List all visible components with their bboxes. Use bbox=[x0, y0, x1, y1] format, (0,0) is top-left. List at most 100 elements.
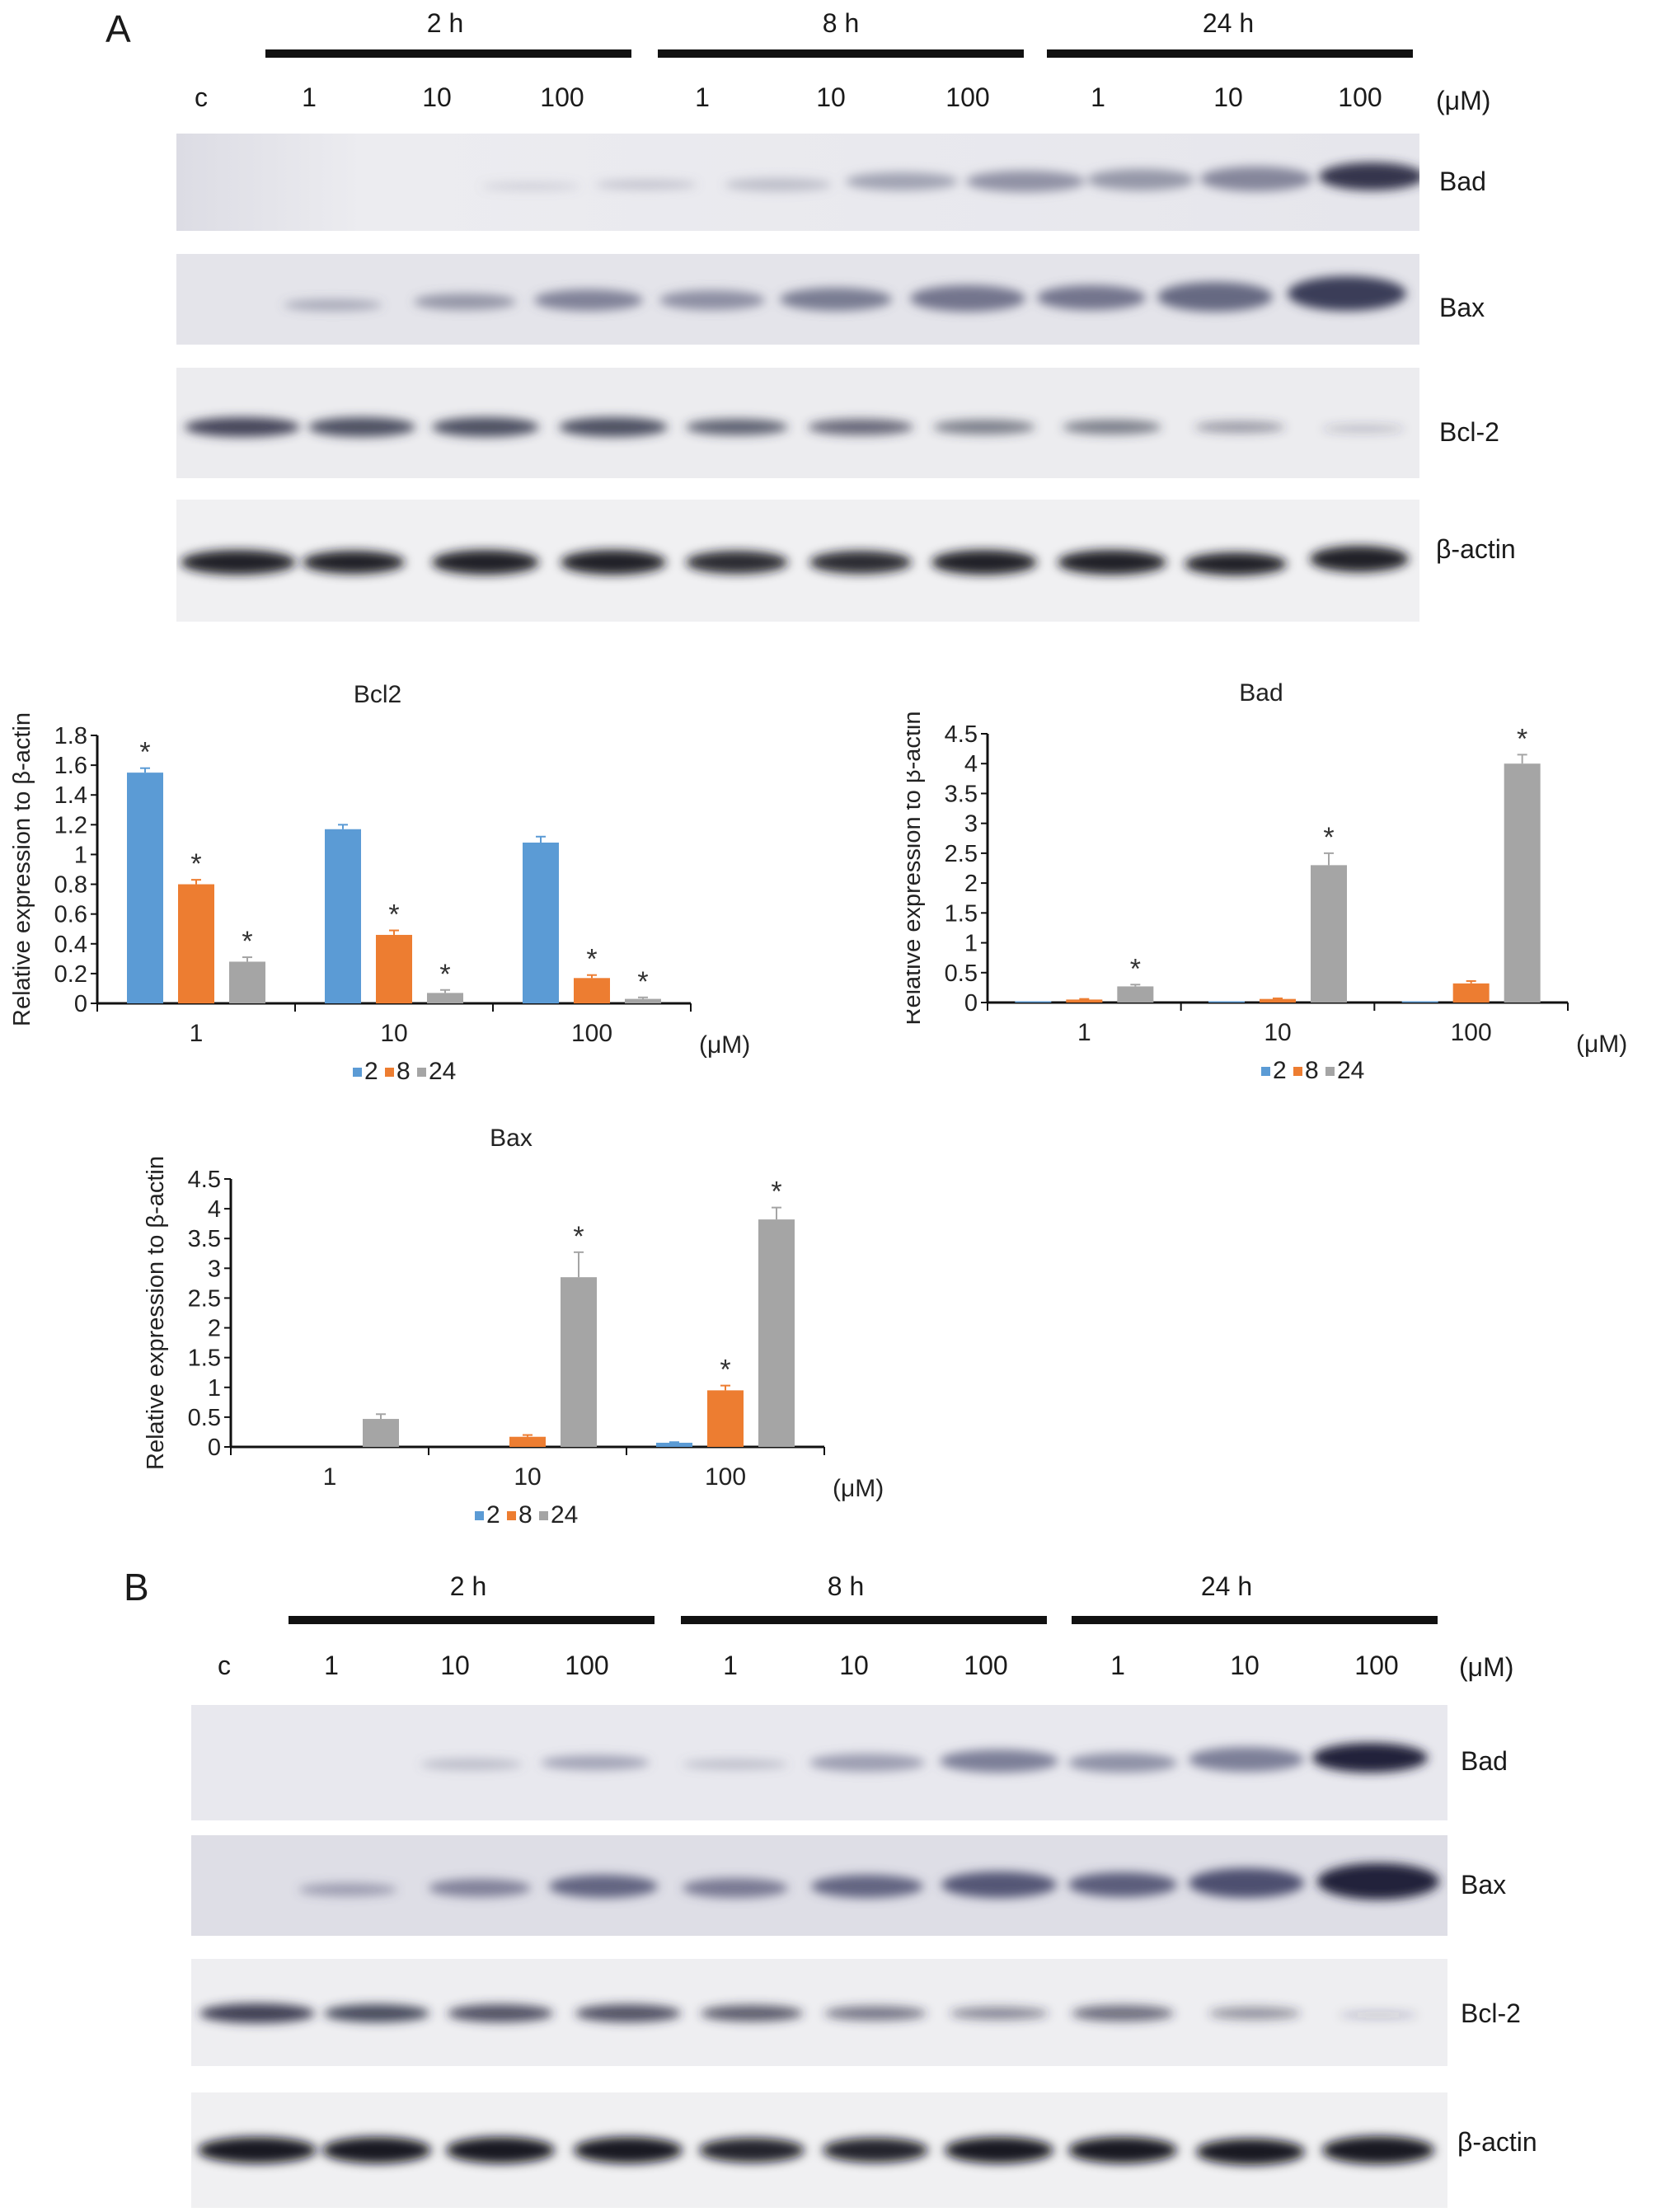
lane-label: 10 bbox=[816, 82, 846, 112]
bar bbox=[127, 773, 163, 1003]
y-tick-label: 2 bbox=[964, 871, 978, 897]
legend-swatch bbox=[417, 1068, 426, 1077]
time-bar-24h bbox=[1072, 1616, 1438, 1624]
blot-a-bcl2 bbox=[176, 368, 1419, 478]
bar bbox=[1015, 1001, 1052, 1003]
time-label-8h: 8 h bbox=[822, 8, 860, 38]
legend-swatch bbox=[1293, 1067, 1302, 1076]
bar bbox=[509, 1436, 546, 1447]
lane-label: 1 bbox=[695, 82, 710, 112]
significance-marker: * bbox=[720, 1355, 730, 1386]
time-bar-8h bbox=[681, 1616, 1047, 1624]
y-tick-label: 2 bbox=[208, 1316, 221, 1342]
bar bbox=[1401, 1001, 1438, 1003]
bar bbox=[1208, 1001, 1245, 1003]
legend-label: 24 bbox=[1337, 1057, 1364, 1084]
significance-marker: * bbox=[1323, 822, 1334, 853]
time-label-24h: 24 h bbox=[1202, 8, 1255, 38]
bar bbox=[574, 978, 610, 1003]
y-tick-label: 4.5 bbox=[945, 721, 978, 748]
x-unit-label: (μM) bbox=[699, 1031, 750, 1059]
bar bbox=[1311, 865, 1347, 1003]
protein-label-bcl2: Bcl-2 bbox=[1461, 1998, 1521, 2028]
y-tick-label: 4 bbox=[964, 751, 978, 777]
y-tick-label: 0.8 bbox=[54, 872, 87, 899]
significance-marker: * bbox=[388, 899, 399, 931]
bar bbox=[1117, 986, 1154, 1003]
x-unit-label: (μM) bbox=[1576, 1031, 1627, 1058]
lane-label: 100 bbox=[540, 82, 584, 112]
legend-swatch bbox=[1325, 1067, 1335, 1076]
x-tick-label: 1 bbox=[323, 1463, 337, 1491]
bar bbox=[523, 843, 559, 1003]
legend-label: 2 bbox=[486, 1501, 500, 1529]
y-tick-label: 3.5 bbox=[188, 1226, 221, 1252]
legend-label: 8 bbox=[518, 1501, 533, 1529]
protein-label-actin: β-actin bbox=[1436, 534, 1516, 564]
lane-label: 10 bbox=[1213, 82, 1243, 112]
lane-label: 100 bbox=[945, 82, 990, 112]
lane-label: 1 bbox=[324, 1651, 339, 1680]
y-tick-label: 0.5 bbox=[945, 960, 978, 987]
y-tick-label: 1 bbox=[964, 931, 978, 957]
x-tick-label: 100 bbox=[705, 1463, 746, 1491]
x-tick-label: 10 bbox=[1264, 1019, 1291, 1046]
time-label-2h: 2 h bbox=[449, 1571, 487, 1601]
bar bbox=[561, 1277, 597, 1447]
lane-label: 1 bbox=[723, 1651, 738, 1680]
y-axis-label: Relative expression to β-actin bbox=[143, 1156, 169, 1470]
y-tick-label: 1 bbox=[208, 1375, 221, 1402]
blot-a-actin bbox=[176, 500, 1419, 622]
lane-label: 100 bbox=[964, 1651, 1008, 1680]
x-tick-label: 100 bbox=[1451, 1019, 1492, 1046]
bar bbox=[707, 1390, 744, 1447]
legend-swatch bbox=[507, 1511, 516, 1520]
time-label-24h: 24 h bbox=[1200, 1571, 1253, 1601]
y-axis-label: Relative expression to β-actin bbox=[9, 712, 35, 1026]
y-tick-label: 4 bbox=[208, 1196, 221, 1223]
legend-label: 2 bbox=[364, 1058, 378, 1085]
lane-label: 1 bbox=[1091, 82, 1105, 112]
significance-marker: * bbox=[190, 848, 201, 880]
significance-marker: * bbox=[242, 926, 252, 957]
protein-label-bax: Bax bbox=[1439, 293, 1485, 322]
x-unit-label: (μM) bbox=[833, 1475, 884, 1502]
bar bbox=[376, 934, 412, 1003]
legend-label: 24 bbox=[429, 1058, 456, 1085]
significance-marker: * bbox=[573, 1221, 584, 1252]
y-tick-label: 3 bbox=[208, 1256, 221, 1282]
bar-chart-bad: Bad Relative expression to β-actin 0 0.5 1 1.… bbox=[907, 679, 1627, 1084]
blot-a-bax bbox=[176, 254, 1419, 345]
bar bbox=[363, 1419, 399, 1447]
panel-b-label: B bbox=[124, 1566, 149, 1609]
protein-label-bad: Bad bbox=[1439, 167, 1486, 196]
bar bbox=[325, 829, 361, 1003]
time-label-8h: 8 h bbox=[827, 1571, 865, 1601]
y-tick-label: 4.5 bbox=[188, 1167, 221, 1193]
x-tick-label: 1 bbox=[1077, 1019, 1091, 1046]
bar-chart-bax: Bax Relative expression to β-actin 0 0.5 1 1.… bbox=[143, 1125, 884, 1529]
y-tick-label: 1.6 bbox=[54, 753, 87, 779]
lane-label: 10 bbox=[422, 82, 452, 112]
bar bbox=[625, 998, 661, 1003]
bar-chart-bcl2: Bcl2 Relative expression to β-actin 0 0.2 0.… bbox=[9, 681, 750, 1085]
x-tick-label: 10 bbox=[380, 1020, 407, 1047]
unit-label: (μM) bbox=[1436, 86, 1491, 115]
y-tick-label: 1.5 bbox=[188, 1346, 221, 1372]
bar bbox=[427, 993, 463, 1003]
lane-label: 1 bbox=[302, 82, 317, 112]
legend-swatch bbox=[385, 1068, 394, 1077]
y-tick-label: 2.5 bbox=[188, 1285, 221, 1312]
time-bar-8h bbox=[658, 49, 1024, 58]
y-tick-label: 1.5 bbox=[945, 900, 978, 927]
bar bbox=[1260, 998, 1296, 1003]
lane-label: 100 bbox=[565, 1651, 609, 1680]
significance-marker: * bbox=[637, 966, 648, 998]
y-tick-label: 0 bbox=[208, 1435, 221, 1461]
lane-label: c bbox=[195, 82, 208, 112]
time-bar-24h bbox=[1047, 49, 1413, 58]
legend-swatch bbox=[475, 1511, 484, 1520]
y-tick-label: 3 bbox=[964, 811, 978, 838]
bar bbox=[656, 1442, 692, 1447]
protein-label-bax: Bax bbox=[1461, 1870, 1507, 1900]
